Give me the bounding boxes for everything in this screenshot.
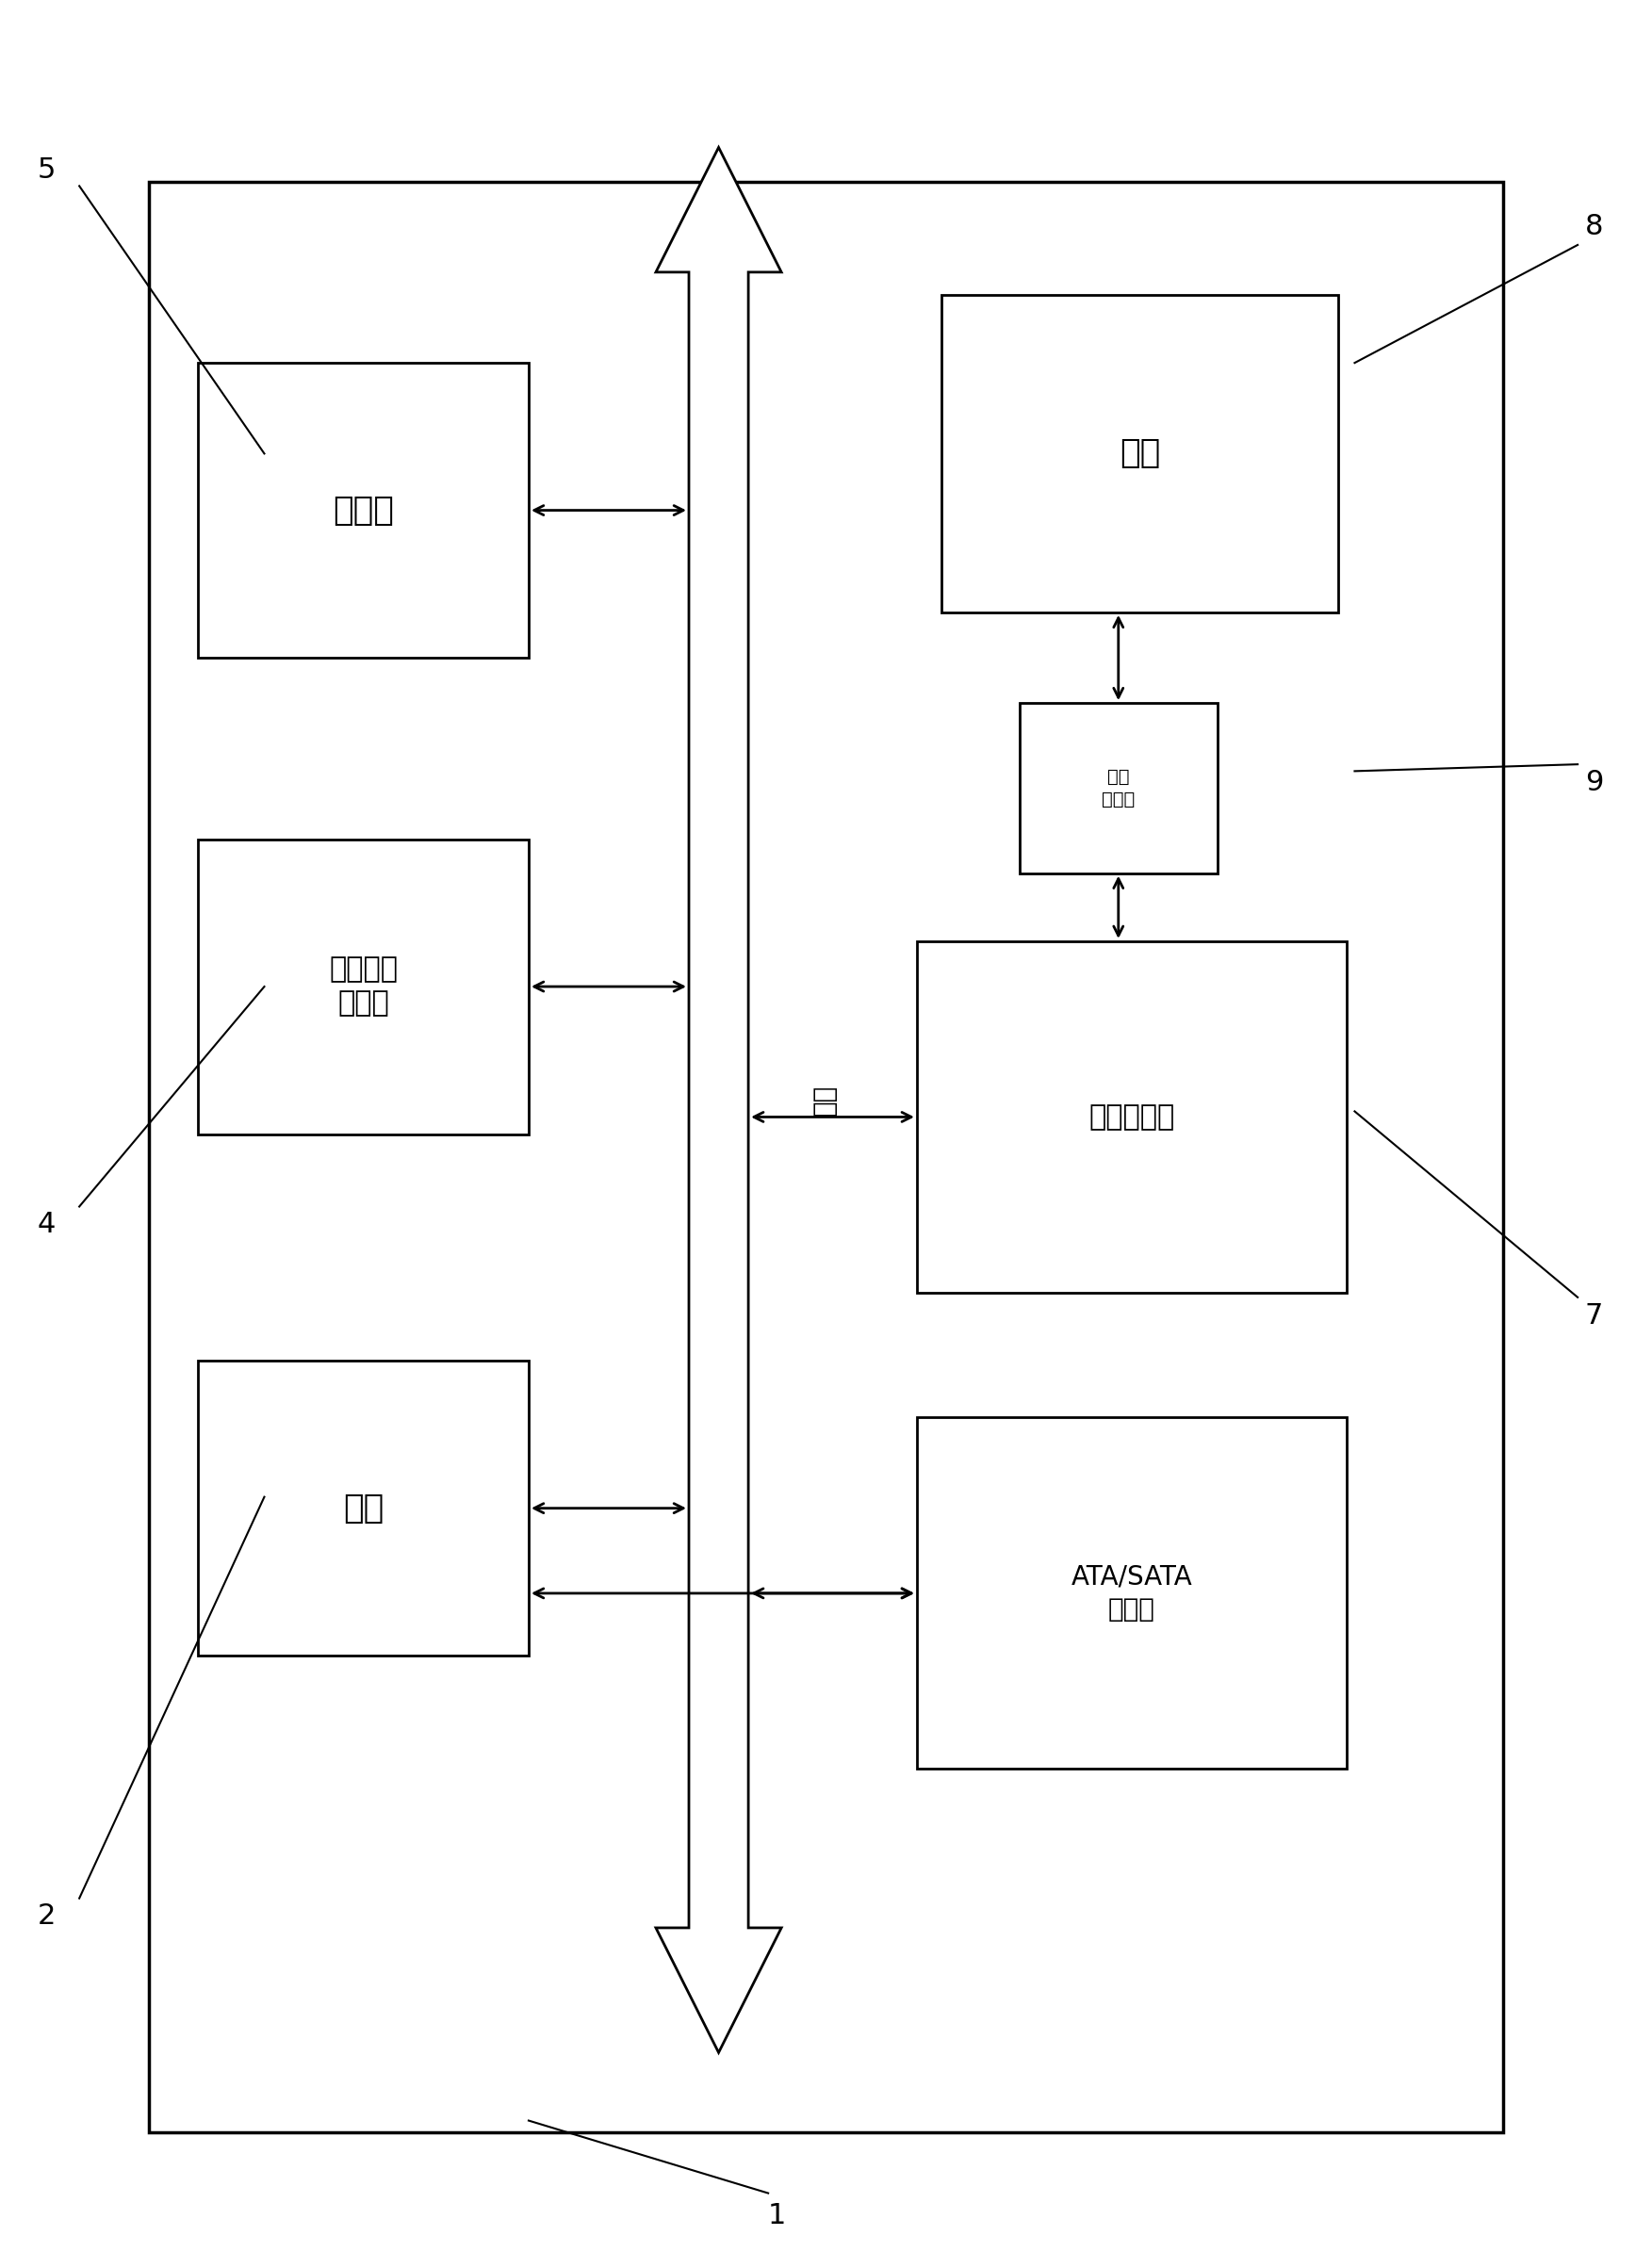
Text: 内存: 内存 <box>344 1492 383 1524</box>
Bar <box>917 941 1346 1293</box>
Text: 5: 5 <box>36 156 56 184</box>
Bar <box>198 839 529 1134</box>
Text: ATA/SATA
控制器: ATA/SATA 控制器 <box>1070 1563 1193 1624</box>
Text: 闪存控制器: 闪存控制器 <box>1089 1102 1175 1132</box>
Text: 处理器: 处理器 <box>332 494 395 526</box>
Text: 入出
缓存器: 入出 缓存器 <box>1102 769 1135 807</box>
Bar <box>149 181 1503 2132</box>
Text: 7: 7 <box>1584 1302 1604 1329</box>
Text: 9: 9 <box>1584 769 1604 796</box>
Bar <box>198 363 529 658</box>
Text: 总线: 总线 <box>811 1084 838 1116</box>
Bar <box>198 1361 529 1656</box>
Text: 2: 2 <box>36 1903 56 1930</box>
Bar <box>942 295 1338 612</box>
Text: 1: 1 <box>767 2202 786 2229</box>
Bar <box>917 1418 1346 1769</box>
Text: 闪存: 闪存 <box>1120 438 1160 469</box>
Text: 8: 8 <box>1584 213 1604 240</box>
Text: 软件代码
儲存器: 软件代码 儲存器 <box>329 957 398 1016</box>
Polygon shape <box>656 147 781 2053</box>
Bar <box>1019 703 1218 873</box>
Text: 4: 4 <box>36 1211 56 1238</box>
